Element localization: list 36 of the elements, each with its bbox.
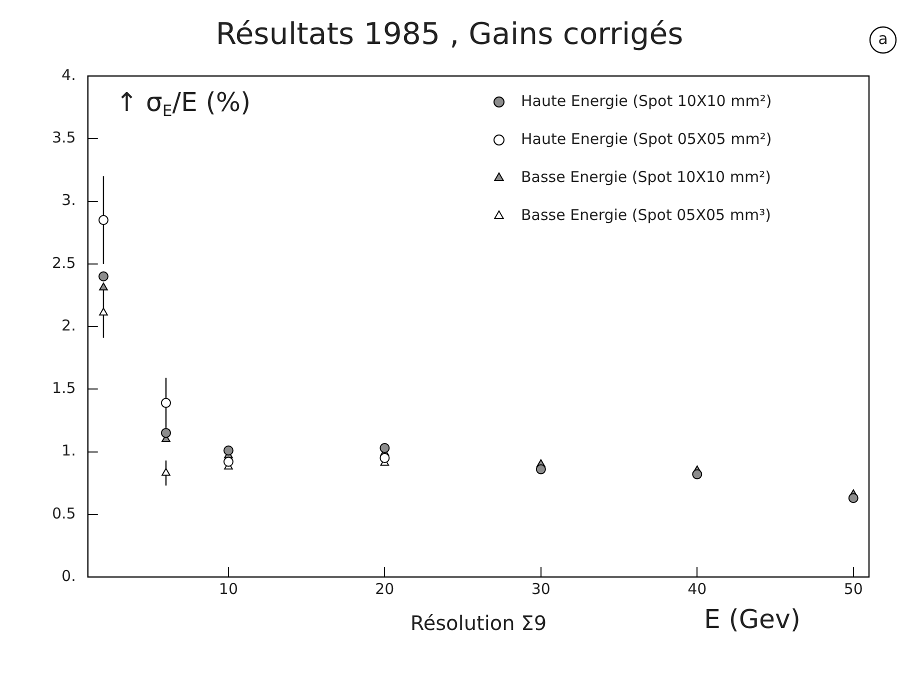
point [692, 469, 702, 480]
x-tick-label: 10 [218, 580, 238, 598]
y-tick-label: 1. [62, 442, 76, 460]
y-tick-label: 0.5 [52, 504, 76, 522]
point [160, 428, 171, 438]
legend-label: Haute Energie (Spot 05X05 mm²) [521, 130, 772, 148]
point [848, 493, 858, 504]
text: a [878, 29, 888, 48]
point [99, 308, 108, 316]
point [223, 456, 234, 467]
x-tick-label: 20 [375, 580, 394, 598]
x-tick-label: 30 [531, 580, 550, 598]
y-tick-label: 2.5 [52, 254, 76, 272]
point [99, 282, 108, 290]
point [380, 453, 390, 464]
x-tick-label: 50 [844, 580, 863, 598]
point [536, 464, 546, 474]
point [162, 468, 170, 476]
legend-label: Basse Energie (Spot 10X10 mm²) [521, 168, 771, 186]
legend-label: Haute Energie (Spot 10X10 mm²) [521, 92, 772, 110]
point [98, 271, 108, 282]
chart-title: Résultats 1985 , Gains corrigés [216, 16, 684, 52]
text: Résolution Σ9 [410, 611, 547, 636]
y-tick-label: 4. [62, 66, 76, 84]
y-tick-label: 3. [62, 191, 76, 210]
y-tick-label: 0. [62, 566, 76, 585]
y-tick-label: 3.5 [52, 128, 76, 147]
point [380, 442, 390, 453]
y-tick-label: 1.5 [52, 379, 76, 398]
legend-label: Basse Energie (Spot 05X05 mm³) [521, 206, 771, 224]
y-tick-label: 2. [62, 316, 76, 334]
x-tick-label: 40 [688, 580, 707, 598]
x-axis-title: E (Gev) [704, 604, 801, 635]
point [98, 215, 108, 226]
point [223, 446, 234, 456]
point [160, 398, 171, 408]
